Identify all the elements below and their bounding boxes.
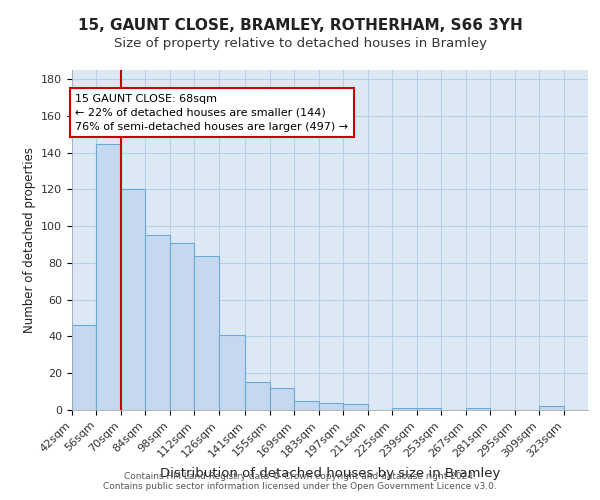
Bar xyxy=(145,236,170,410)
Bar xyxy=(245,382,269,410)
Bar xyxy=(343,404,368,410)
Text: 15, GAUNT CLOSE, BRAMLEY, ROTHERHAM, S66 3YH: 15, GAUNT CLOSE, BRAMLEY, ROTHERHAM, S66… xyxy=(77,18,523,32)
Bar xyxy=(539,406,563,410)
Bar xyxy=(466,408,490,410)
Bar xyxy=(294,401,319,410)
Bar xyxy=(392,408,416,410)
Bar xyxy=(416,408,441,410)
Bar xyxy=(194,256,219,410)
Text: Size of property relative to detached houses in Bramley: Size of property relative to detached ho… xyxy=(113,38,487,51)
Text: Contains public sector information licensed under the Open Government Licence v3: Contains public sector information licen… xyxy=(103,482,497,491)
Bar xyxy=(319,402,343,410)
Bar xyxy=(219,334,245,410)
Bar xyxy=(72,326,97,410)
Y-axis label: Number of detached properties: Number of detached properties xyxy=(23,147,35,333)
Bar xyxy=(269,388,294,410)
Bar xyxy=(170,243,194,410)
Bar xyxy=(121,190,145,410)
X-axis label: Distribution of detached houses by size in Bramley: Distribution of detached houses by size … xyxy=(160,467,500,480)
Text: Contains HM Land Registry data © Crown copyright and database right 2024.: Contains HM Land Registry data © Crown c… xyxy=(124,472,476,481)
Text: 15 GAUNT CLOSE: 68sqm
← 22% of detached houses are smaller (144)
76% of semi-det: 15 GAUNT CLOSE: 68sqm ← 22% of detached … xyxy=(76,94,349,132)
Bar xyxy=(97,144,121,410)
